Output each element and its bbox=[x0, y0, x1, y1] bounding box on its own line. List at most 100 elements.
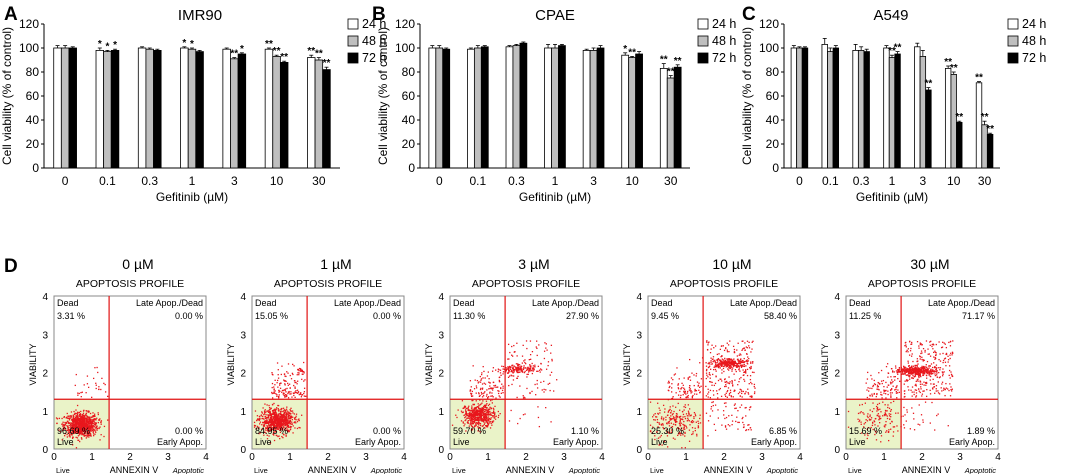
scatter-point bbox=[727, 361, 730, 363]
scatter-point bbox=[654, 419, 656, 421]
scatter-point bbox=[743, 347, 746, 349]
scatter-point bbox=[286, 424, 288, 426]
scatter-point bbox=[266, 419, 268, 421]
scatter-point bbox=[268, 414, 270, 416]
scatter-point bbox=[522, 368, 525, 371]
scatter-point bbox=[93, 421, 96, 423]
scatter-point bbox=[520, 367, 522, 369]
scatter-point bbox=[715, 376, 717, 378]
scatter-point bbox=[687, 410, 690, 412]
quadrant-live-value: 15.69 % bbox=[849, 426, 882, 436]
y-tick-label: 4 bbox=[834, 292, 840, 303]
scatter-point bbox=[476, 417, 479, 420]
scatter-point bbox=[263, 410, 266, 412]
scatter-point bbox=[492, 420, 495, 422]
x-tick-label: 1 bbox=[889, 174, 896, 188]
scatter-point bbox=[513, 344, 515, 347]
scatter-point bbox=[735, 407, 737, 409]
scatter-point bbox=[885, 397, 887, 399]
bar bbox=[110, 50, 120, 169]
scatter-point bbox=[77, 427, 79, 430]
scatter-point bbox=[75, 412, 77, 415]
scatter-point bbox=[662, 404, 665, 407]
scatter-point bbox=[280, 424, 283, 426]
scatter-point bbox=[725, 385, 727, 388]
scatter-point bbox=[82, 423, 84, 425]
scatter-point bbox=[476, 416, 478, 418]
scatter-point bbox=[688, 413, 690, 415]
scatter-point bbox=[486, 425, 489, 427]
scatter-point bbox=[922, 366, 924, 369]
scatter-point bbox=[935, 371, 937, 373]
scatter-point bbox=[539, 369, 541, 371]
scatter-point bbox=[877, 388, 879, 390]
scatter-point bbox=[100, 420, 103, 422]
scatter-point bbox=[877, 415, 880, 417]
scatter-point bbox=[516, 371, 519, 374]
scatter-point bbox=[935, 354, 937, 356]
scatter-point bbox=[77, 423, 79, 425]
scatter-point bbox=[264, 421, 266, 423]
scatter-point bbox=[690, 421, 692, 423]
scatter-point bbox=[279, 425, 281, 427]
scatter-point bbox=[451, 424, 454, 426]
scatter-point bbox=[473, 411, 475, 413]
scatter-point bbox=[480, 391, 483, 394]
scatter-point bbox=[690, 392, 692, 394]
scatter-point bbox=[745, 365, 747, 367]
scatter-point bbox=[949, 340, 952, 343]
scatter-point bbox=[266, 410, 268, 412]
scatter-point bbox=[529, 392, 531, 394]
scatter-point bbox=[473, 420, 476, 423]
scatter-point bbox=[912, 412, 915, 414]
scatter-point bbox=[262, 427, 264, 430]
scatter-point bbox=[500, 392, 503, 394]
scatter-point bbox=[88, 432, 91, 434]
scatter-point bbox=[502, 373, 504, 375]
scatter-point bbox=[922, 360, 924, 362]
scatter-point bbox=[467, 417, 469, 419]
scatter-point bbox=[717, 358, 720, 360]
scatter-point bbox=[484, 405, 487, 407]
scatter-point bbox=[74, 422, 77, 424]
scatter-point bbox=[687, 390, 689, 393]
scatter-point bbox=[286, 428, 288, 430]
scatter-point bbox=[901, 370, 904, 373]
scatter-point bbox=[507, 368, 510, 370]
scatter-point bbox=[303, 371, 305, 373]
scatter-point bbox=[95, 382, 97, 384]
scatter-point bbox=[88, 436, 90, 438]
scatter-point bbox=[74, 431, 76, 434]
scatter-point bbox=[279, 429, 281, 432]
scatter-point bbox=[279, 416, 281, 418]
scatter-point bbox=[62, 421, 64, 423]
scatter-point bbox=[529, 369, 531, 371]
scatter-point bbox=[741, 390, 743, 392]
scatter-point bbox=[86, 420, 89, 422]
scatter-point bbox=[896, 392, 899, 394]
scatter-point bbox=[747, 388, 749, 390]
scatter-point bbox=[481, 419, 483, 421]
scatter-point bbox=[75, 421, 77, 423]
scatter-point bbox=[278, 415, 280, 417]
scatter-point bbox=[279, 425, 281, 428]
scatter-point bbox=[720, 363, 722, 365]
scatter-point bbox=[914, 375, 917, 377]
scatter-point bbox=[512, 369, 515, 372]
scatter-point bbox=[87, 433, 89, 435]
legend-swatch bbox=[347, 35, 359, 47]
scatter-point bbox=[482, 365, 484, 368]
scatter-point bbox=[885, 393, 887, 395]
scatter-point bbox=[730, 366, 732, 368]
scatter-point bbox=[494, 413, 496, 415]
scatter-point bbox=[107, 395, 109, 398]
scatter-point bbox=[537, 416, 540, 419]
scatter-point bbox=[67, 429, 69, 432]
scatter-point bbox=[472, 411, 474, 413]
scatter-point bbox=[304, 379, 306, 381]
scatter-point bbox=[499, 396, 501, 398]
scatter-point bbox=[275, 413, 277, 415]
scatter-point bbox=[471, 425, 474, 428]
scatter-point bbox=[273, 416, 275, 418]
scatter-point bbox=[919, 356, 922, 358]
